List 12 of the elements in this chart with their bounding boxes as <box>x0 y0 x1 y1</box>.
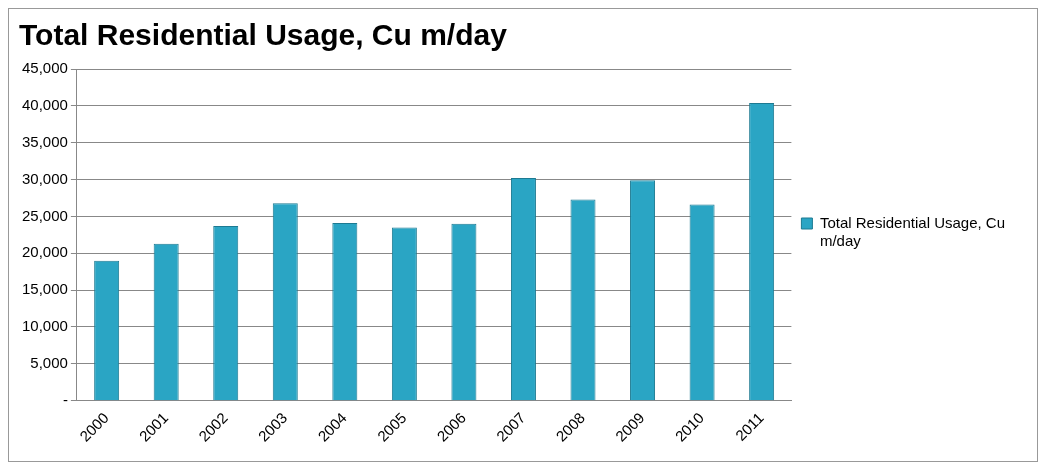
y-tick-label: - <box>62 390 68 408</box>
y-tick-label: 45,000 <box>21 59 68 77</box>
y-tick-label: 40,000 <box>21 95 68 113</box>
y-tick-label: 25,000 <box>21 206 68 224</box>
y-tick-label: 35,000 <box>21 132 68 150</box>
y-tick-label: 5,000 <box>30 353 68 371</box>
chart-title: Total Residential Usage, Cu m/day <box>19 18 508 52</box>
y-tick-label: 10,000 <box>21 317 68 335</box>
y-tick-label: 20,000 <box>21 243 68 261</box>
y-tick-label: 15,000 <box>21 280 68 298</box>
y-tick-label: 30,000 <box>21 169 68 187</box>
legend-label: Total Residential Usage, Cu m/day <box>819 213 1006 249</box>
